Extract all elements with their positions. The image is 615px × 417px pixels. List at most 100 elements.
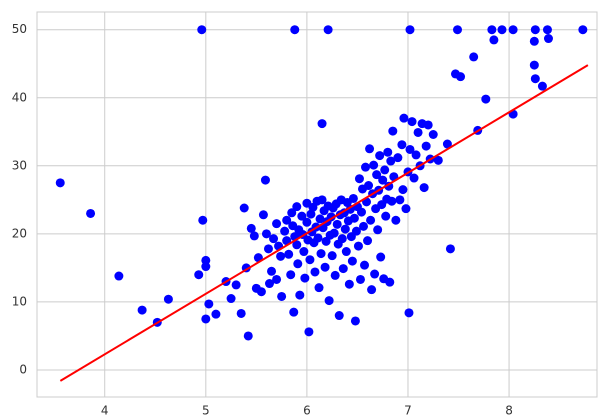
point [163, 294, 173, 304]
point [369, 160, 379, 170]
point [316, 249, 326, 259]
point [300, 273, 310, 283]
point [289, 307, 299, 317]
point [236, 308, 246, 318]
point [360, 260, 370, 270]
point [315, 214, 325, 224]
point [272, 274, 282, 284]
point [469, 52, 479, 62]
point [114, 271, 124, 281]
point [317, 195, 327, 205]
point [393, 153, 403, 163]
point [456, 72, 466, 82]
point [272, 219, 282, 229]
point [261, 229, 271, 239]
point [201, 314, 211, 324]
point [302, 217, 312, 227]
point [388, 126, 398, 136]
point [55, 178, 65, 188]
point [330, 270, 340, 280]
point [387, 196, 397, 206]
point [320, 262, 330, 272]
point [407, 117, 417, 127]
point [537, 81, 547, 91]
point [258, 210, 268, 220]
x-tick-label: 7 [404, 404, 412, 417]
point [411, 150, 421, 160]
point [399, 113, 409, 123]
point [341, 247, 351, 257]
point [421, 141, 431, 151]
y-tick-label: 50 [12, 22, 27, 36]
point [282, 215, 292, 225]
point [292, 240, 302, 250]
point [398, 185, 408, 195]
point [197, 25, 207, 35]
point [198, 215, 208, 225]
point [487, 25, 497, 35]
point [419, 183, 429, 193]
point [287, 208, 297, 218]
point [304, 327, 314, 337]
point [380, 165, 390, 175]
point [383, 147, 393, 157]
point [508, 25, 518, 35]
point [137, 305, 147, 315]
point [367, 285, 377, 295]
point [260, 175, 270, 185]
point [305, 255, 315, 265]
x-tick-label: 8 [505, 404, 513, 417]
point [386, 156, 396, 166]
y-tick-label: 20 [12, 226, 27, 240]
y-tick-label: 0 [19, 362, 27, 376]
point [351, 226, 361, 236]
x-tick-label: 6 [303, 404, 311, 417]
point [395, 195, 405, 205]
point [530, 25, 540, 35]
point [231, 280, 241, 290]
point [211, 309, 221, 319]
y-tick-label: 40 [12, 90, 27, 104]
point [269, 234, 279, 244]
point [529, 60, 539, 70]
point [363, 236, 373, 246]
point [310, 267, 320, 277]
point [578, 25, 588, 35]
point [284, 249, 294, 259]
point [280, 226, 290, 236]
point [329, 228, 339, 238]
point [543, 34, 553, 44]
point [277, 291, 287, 301]
point [334, 311, 344, 321]
point [239, 203, 249, 213]
point [264, 279, 274, 289]
point [365, 144, 375, 154]
point [529, 36, 539, 46]
point [497, 25, 507, 35]
x-tick-label: 4 [101, 404, 109, 417]
point [299, 247, 309, 257]
point [324, 296, 334, 306]
point [385, 277, 395, 287]
point [306, 209, 316, 219]
point [361, 162, 371, 172]
point [263, 244, 273, 254]
point [366, 215, 376, 225]
point [355, 274, 365, 284]
point [428, 130, 438, 140]
point [292, 202, 302, 212]
point [314, 283, 324, 293]
point [401, 204, 411, 214]
point [246, 223, 256, 233]
point [375, 151, 385, 161]
point [370, 269, 380, 279]
point [337, 234, 347, 244]
point [243, 331, 253, 341]
point [323, 25, 333, 35]
point [267, 266, 277, 276]
point [481, 94, 491, 104]
point [378, 175, 388, 185]
point [340, 224, 350, 234]
point [290, 25, 300, 35]
